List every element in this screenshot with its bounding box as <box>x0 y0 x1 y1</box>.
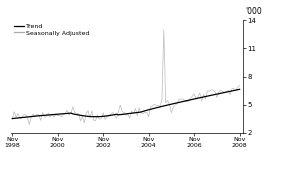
Text: '000: '000 <box>246 7 262 16</box>
Legend: Trend, Seasonally Adjusted: Trend, Seasonally Adjusted <box>14 23 90 36</box>
